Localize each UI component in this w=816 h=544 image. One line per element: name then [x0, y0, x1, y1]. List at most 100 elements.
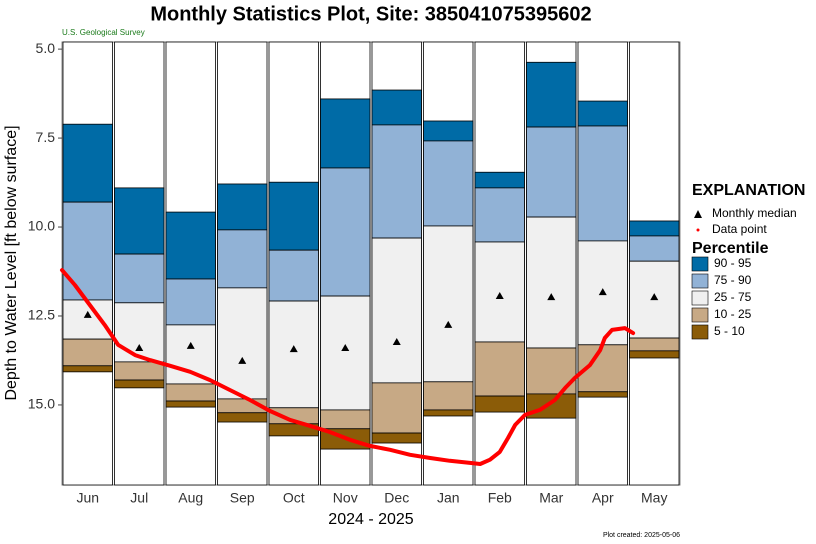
- median-marker: [83, 310, 92, 318]
- percentile-band: [371, 89, 422, 126]
- percentile-band: [165, 278, 216, 326]
- percentile-band: [62, 201, 113, 301]
- percentile-band: [423, 381, 474, 411]
- percentile-band: [526, 216, 577, 349]
- percentile-band: [526, 393, 577, 419]
- x-tick-label: Apr: [592, 490, 614, 506]
- legend-label: 10 - 25: [714, 307, 752, 321]
- x-tick-label: Jan: [437, 490, 460, 506]
- median-marker: [392, 337, 401, 345]
- percentile-band: [62, 338, 113, 367]
- x-tick-label: Aug: [178, 490, 203, 506]
- percentile-band: [114, 253, 165, 304]
- percentile-band: [268, 181, 319, 251]
- percentile-band: [165, 324, 216, 385]
- legend-label: 25 - 75: [714, 290, 752, 304]
- subtitle: U.S. Geological Survey: [62, 28, 145, 37]
- percentile-band: [629, 235, 680, 262]
- median-marker: [341, 344, 350, 352]
- x-tick-label: Dec: [384, 490, 409, 506]
- legend-swatch: [691, 307, 709, 323]
- chart-title: Monthly Statistics Plot, Site: 385041075…: [150, 3, 591, 25]
- percentile-band: [629, 337, 680, 352]
- percentile-band: [474, 341, 525, 397]
- percentile-band: [114, 302, 165, 363]
- legend-title: EXPLANATION: [692, 182, 805, 199]
- percentile-band: [62, 299, 113, 340]
- percentile-band: [423, 225, 474, 383]
- percentile-band: [371, 237, 422, 384]
- percentile-band: [577, 125, 628, 242]
- x-tick-label: Oct: [283, 490, 305, 506]
- percentile-band: [371, 382, 422, 434]
- percentile-band: [629, 350, 680, 359]
- legend-data-marker: [696, 228, 700, 232]
- median-marker: [495, 292, 504, 300]
- legend-label: 75 - 90: [714, 273, 752, 287]
- y-tick-label: 15.0: [28, 396, 55, 412]
- x-axis-label: 2024 - 2025: [328, 511, 414, 528]
- median-marker: [289, 345, 298, 353]
- percentile-band: [526, 126, 577, 218]
- median-marker: [598, 288, 607, 296]
- median-marker: [444, 320, 453, 328]
- percentile-band: [165, 211, 216, 280]
- legend-median-marker: [694, 210, 702, 218]
- percentile-band: [217, 183, 268, 231]
- x-tick-label: Sep: [230, 490, 255, 506]
- y-tick-label: 10.0: [28, 218, 55, 234]
- y-axis-label: Depth to Water Level [ft below surface]: [3, 125, 20, 400]
- legend-swatch: [691, 256, 709, 272]
- percentile-band: [526, 61, 577, 128]
- x-tick-label: Jun: [76, 490, 99, 506]
- x-tick-label: Feb: [488, 490, 512, 506]
- percentile-band: [268, 249, 319, 302]
- percentile-band: [371, 432, 422, 444]
- percentile-band: [114, 187, 165, 255]
- percentile-band: [217, 412, 268, 423]
- legend-subtitle: Percentile: [692, 240, 769, 257]
- percentile-band: [320, 98, 371, 169]
- legend-swatch: [691, 290, 709, 306]
- percentile-band: [320, 295, 371, 411]
- median-marker: [135, 344, 144, 352]
- data-line: [60, 268, 636, 466]
- median-marker: [238, 356, 247, 364]
- percentile-band: [423, 409, 474, 417]
- percentile-band: [474, 395, 525, 413]
- median-marker: [547, 293, 556, 301]
- x-tick-label: May: [641, 490, 667, 506]
- legend-label: 90 - 95: [714, 256, 752, 270]
- percentile-band: [114, 379, 165, 389]
- percentile-band: [320, 167, 371, 297]
- percentile-band: [474, 241, 525, 343]
- y-tick-label: 12.5: [28, 307, 55, 323]
- legend-label: Monthly median: [712, 206, 797, 220]
- legend-swatch: [691, 273, 709, 289]
- median-marker: [186, 341, 195, 349]
- legend-label: 5 - 10: [714, 324, 745, 338]
- percentile-band: [629, 220, 680, 237]
- percentile-band: [165, 400, 216, 408]
- legend-label: Data point: [712, 222, 767, 236]
- percentile-band: [474, 171, 525, 189]
- x-tick-label: Mar: [539, 490, 563, 506]
- percentile-band: [423, 140, 474, 227]
- legend-swatch: [691, 324, 709, 340]
- y-tick-label: 7.5: [36, 129, 56, 145]
- percentile-band: [114, 361, 165, 381]
- percentile-band: [62, 365, 113, 373]
- percentile-band: [217, 229, 268, 289]
- x-tick-label: Jul: [130, 490, 148, 506]
- plot-area: [61, 41, 681, 486]
- percentile-band: [577, 100, 628, 127]
- footnote: Plot created: 2025-05-06: [603, 532, 680, 539]
- percentile-band: [62, 123, 113, 203]
- percentile-band: [577, 391, 628, 398]
- median-marker: [650, 293, 659, 301]
- percentile-band: [217, 287, 268, 400]
- percentile-band: [268, 300, 319, 409]
- y-tick-label: 5.0: [36, 40, 56, 56]
- percentile-band: [165, 383, 216, 402]
- percentile-band: [423, 120, 474, 142]
